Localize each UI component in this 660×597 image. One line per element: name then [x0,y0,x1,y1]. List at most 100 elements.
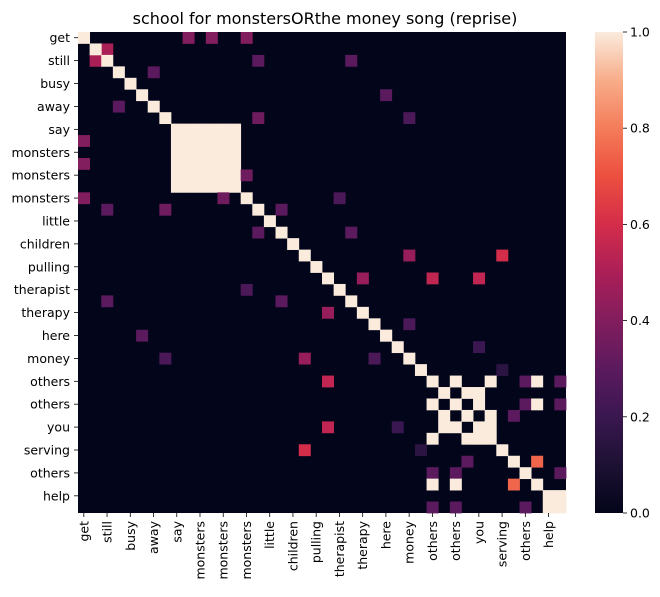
heatmap-cell [368,352,381,365]
heatmap-cell [449,421,462,434]
heatmap-cell [101,54,114,67]
colorbar-ticks: 0.0 0.2 0.4 0.6 0.8 1.0 [623,25,650,521]
y-tick-label: monsters [11,191,70,206]
heatmap-cell [170,135,183,147]
x-tick-label: little [262,521,277,549]
heatmap-cell [217,146,230,159]
heatmap-cell [229,123,242,136]
heatmap-cell [78,32,91,44]
heatmap-cell [194,123,207,136]
x-tick-label: therapist [332,521,347,577]
heatmap-cell [217,135,230,147]
colorbar-tick-label: 0.2 [630,409,650,424]
heatmap-cell [356,306,369,319]
heatmap-cell [554,398,567,411]
heatmap-cell [240,192,253,205]
heatmap-cell [403,318,416,331]
heatmap-cell [414,444,427,457]
heatmap-cell [461,432,474,445]
heatmap-cell [531,398,544,411]
heatmap-cell [426,398,439,411]
heatmap-cell [519,375,532,388]
heatmap-cell [205,146,218,159]
y-tick-label: others [30,374,70,389]
heatmap-cell [473,432,486,445]
x-tick-label: still [100,521,115,543]
heatmap-cell [322,421,335,434]
heatmap-cell [507,455,520,468]
heatmap-cell [484,421,497,434]
heatmap-cell [496,364,509,376]
x-tick-label: pulling [309,521,324,563]
colorbar-tick-label: 0.4 [630,313,650,328]
heatmap-cell [205,180,218,193]
heatmap-cell [240,283,253,296]
heatmap-cell [159,112,172,125]
heatmap-cell [473,421,486,434]
y-axis: get still busy away say monsters monsters monst… [11,30,78,503]
colorbar-tick-label: 0.8 [630,121,650,136]
heatmap-cell [217,192,230,205]
y-tick-label: others [30,397,70,412]
x-tick-label: busy [123,520,138,550]
x-tick-label: get [76,521,91,542]
colorbar-tick-label: 0.6 [630,217,650,232]
heatmap-cell [345,295,358,308]
heatmap-cell [229,169,242,182]
y-tick-label: you [47,420,70,435]
heatmap-cell [112,66,125,79]
heatmap-cell [333,192,346,205]
heatmap-cell [484,432,497,445]
heatmap-cell [461,387,474,399]
colorbar-tick-label: 0.0 [630,506,650,521]
heatmap-cell [229,157,242,170]
x-tick-label: children [285,521,300,571]
heatmap-cell [391,341,404,354]
heatmap-cell [170,180,183,193]
heatmap-cell [170,123,183,136]
heatmap-cell [449,398,462,411]
heatmap-cell [182,123,195,136]
heatmap-cell [322,306,335,319]
heatmap-cell [403,249,416,262]
heatmap-cell [217,123,230,136]
heatmap-cell [531,455,544,468]
heatmap-cell [263,215,276,228]
heatmap-cell [414,364,427,376]
heatmap-cell [217,169,230,182]
heatmap-cell [298,249,311,262]
x-tick-label: monsters [193,521,208,580]
heatmap-cell [426,272,439,285]
y-tick-label: money [27,351,70,366]
heatmap-cell [101,43,114,56]
heatmap-cell [205,135,218,147]
heatmap-cell [554,501,567,514]
x-axis: get still busy away say monsters monsters monst… [76,513,556,580]
heatmap-cell [252,54,265,67]
heatmap-cell [287,238,300,250]
heatmap-cell [554,375,567,388]
heatmap-cell [240,32,253,44]
heatmap-cell [519,501,532,514]
y-tick-label: monsters [11,145,70,160]
heatmap-cell [217,180,230,193]
heatmap-cell [310,261,323,273]
heatmap-cell [473,272,486,285]
x-tick-label: others [425,521,440,561]
heatmap-cell [205,123,218,136]
heatmap-cell [449,375,462,388]
heatmap-cell [252,203,265,216]
y-tick-label: therapy [21,305,70,320]
heatmap-cell [496,444,509,457]
heatmap-cell [78,157,91,170]
x-tick-label: say [169,520,184,542]
y-tick-label: therapist [14,282,70,297]
heatmap-cell [461,455,474,468]
y-tick-label: little [42,213,70,228]
y-tick-label: get [49,30,70,45]
heatmap-cell [112,100,125,113]
heatmap-cell [426,467,439,480]
heatmap-cell [217,157,230,170]
heatmap-cell [136,89,149,102]
